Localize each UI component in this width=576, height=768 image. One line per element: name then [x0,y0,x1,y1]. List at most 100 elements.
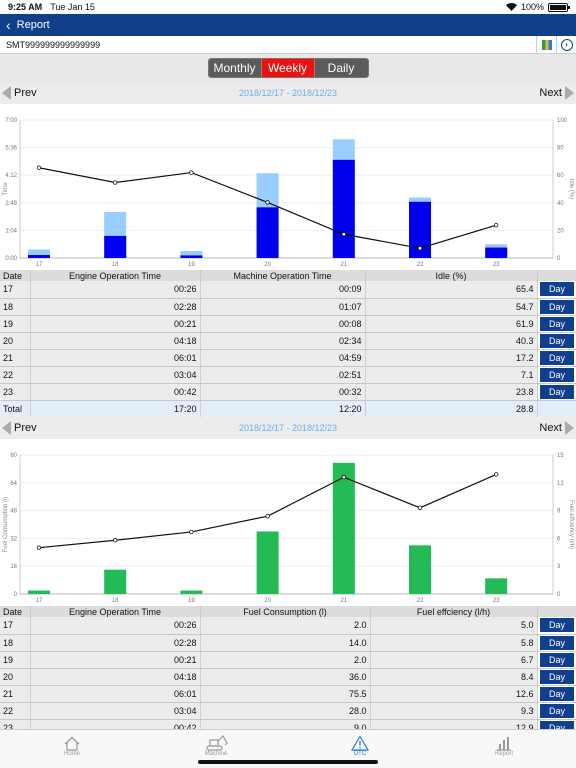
x-tick-label: 18 [112,598,119,604]
table-cell: 00:42 [30,383,201,401]
day-button[interactable]: Day [540,316,574,331]
day-button[interactable]: Day [540,618,574,633]
day-button[interactable]: Day [540,669,574,684]
line-point [494,222,499,228]
table-cell: Day [537,634,576,652]
tab-home[interactable]: Home [0,730,144,768]
tab-machine[interactable]: Machine [144,730,288,768]
x-tick-label: 21 [340,262,347,268]
tab-label: Home [63,751,80,757]
day-button[interactable]: Day [540,333,574,348]
date-range: 2018/12/17 - 2018/12/23 [238,423,338,433]
table-cell: Day [537,617,576,635]
fuel-consumption-bar [28,590,50,594]
table-cell: 00:26 [30,617,201,635]
prev-button[interactable]: Prev [0,421,37,435]
y-tick-label: 80 [10,453,17,459]
table-cell: Day [537,349,576,367]
period-selector-bar: Monthly Weekly Daily [0,54,576,82]
table-cell: 19 [0,315,31,333]
col-idle: Idle (%) [365,270,538,281]
machine-time-bar [104,235,127,258]
table-cell: 04:18 [30,668,201,686]
table-cell: 02:51 [200,366,366,384]
tab-monthly[interactable]: Monthly [208,59,262,77]
map-icon [541,40,552,50]
prev-label: Prev [14,422,37,434]
table-cell: 18 [0,298,31,316]
table-row: 18 02:28 01:07 54.7 Day [0,298,576,316]
table-row: 23 00:42 00:32 23.8 Day [0,383,576,401]
day-button[interactable]: Day [540,703,574,718]
col-action [537,606,576,617]
day-button[interactable]: Day [540,635,574,650]
y-tick-label: 32 [10,536,17,542]
day-button[interactable]: Day [540,350,574,365]
table-cell: 9.3 [370,702,538,720]
table-cell: 00:08 [200,315,366,333]
table-cell: Day [537,298,576,316]
total-cell: 28.8 [365,400,538,418]
arrow-right-icon [565,86,574,100]
tab-weekly[interactable]: Weekly [261,59,315,77]
table-cell: 17.2 [365,349,538,367]
table-header-row: Date Engine Operation Time Machine Opera… [0,270,576,281]
table-cell: Day [537,668,576,686]
col-machine-time: Machine Operation Time [200,270,366,281]
fuel-consumption-bar [409,545,431,594]
y2-tick-label: 12 [557,481,564,487]
next-button[interactable]: Next [539,86,576,100]
y2-tick-label: 6 [557,536,561,542]
tab-daily[interactable]: Daily [314,59,368,77]
y2-tick-label: 3 [557,564,561,570]
home-icon [63,735,81,751]
x-tick-label: 19 [188,262,195,268]
y-tick-label: 48 [10,509,17,515]
day-button[interactable]: Day [540,299,574,314]
operation-chart: 0:00 0 1:04 20 2:48 40 4:12 60 5:36 80 7:00 100 Time… [0,104,576,270]
y2-axis-label: Idle (%) [568,179,574,200]
table-cell: 20 [0,332,31,350]
line-point [265,513,270,519]
y2-tick-label: 100 [557,118,568,124]
day-button[interactable]: Day [540,282,574,297]
table-cell: Day [537,651,576,669]
x-tick-label: 20 [264,598,271,604]
day-button[interactable]: Day [540,384,574,399]
table-cell: 75.5 [200,685,371,703]
prev-button[interactable]: Prev [0,86,37,100]
table-row: 17 00:26 00:09 65.4 Day [0,281,576,299]
table-cell: 5.0 [370,617,538,635]
nav-title[interactable]: Report [16,19,50,31]
y-axis-label: Fuel Consumption (l) [3,497,9,553]
table-cell: 20 [0,668,31,686]
forward-button[interactable]: › [556,36,576,54]
y2-tick-label: 15 [557,453,564,459]
x-tick-label: 17 [36,262,43,268]
x-tick-label: 22 [417,262,424,268]
table-row: 18 02:28 14.0 5.8 Day [0,634,576,652]
table-cell: 28.0 [200,702,371,720]
map-button[interactable] [536,36,556,54]
back-chevron-icon[interactable]: ‹ [6,17,11,33]
arrow-right-icon [565,421,574,435]
day-button[interactable]: Day [540,686,574,701]
machine-time-bar [28,255,50,258]
table-row: 21 06:01 04:59 17.2 Day [0,349,576,367]
x-tick-label: 23 [493,598,500,604]
table-cell: 04:18 [30,332,201,350]
day-button[interactable]: Day [540,652,574,667]
y-tick-label: 0:00 [5,256,17,262]
fuel-consumption-bar [104,569,127,594]
table-row: 21 06:01 75.5 12.6 Day [0,685,576,703]
line-point [341,475,346,480]
y2-tick-label: 80 [557,146,564,152]
x-tick-label: 22 [417,598,424,604]
table-cell: 02:28 [30,298,201,316]
table-cell: 00:26 [30,281,201,299]
tab-dtc[interactable]: DTC [288,730,432,768]
tab-report[interactable]: Report [432,730,576,768]
next-button[interactable]: Next [539,421,576,435]
table-cell: 02:28 [30,634,201,652]
day-button[interactable]: Day [540,367,574,382]
